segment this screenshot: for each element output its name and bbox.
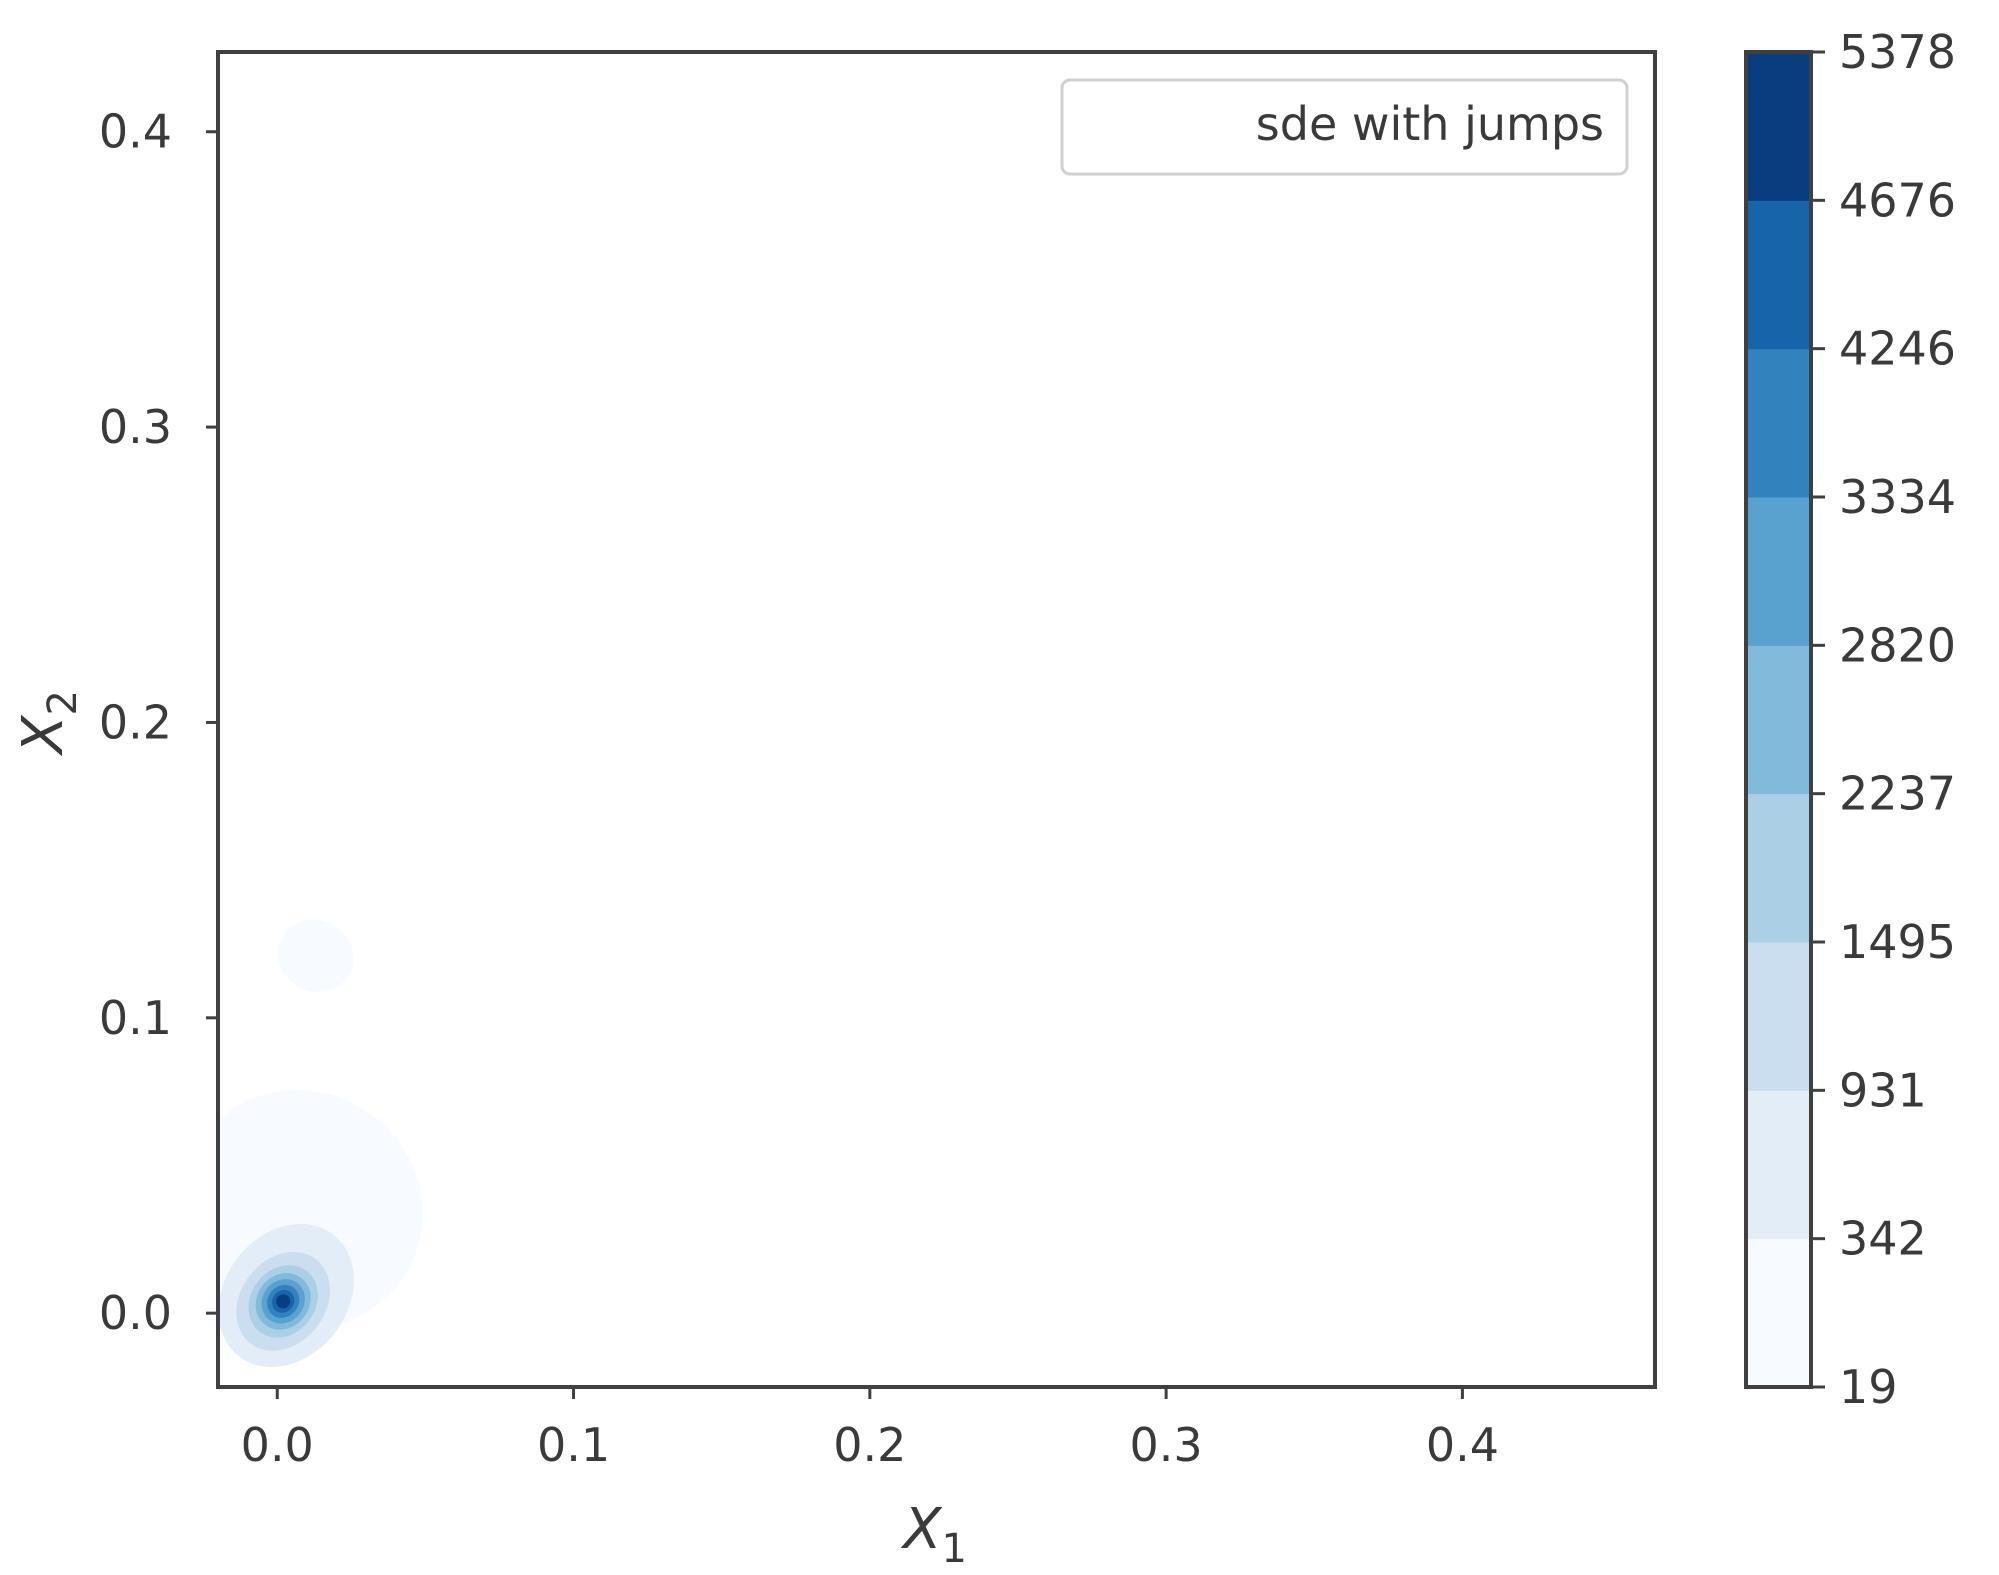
colorbar-band <box>1746 793 1811 943</box>
density-contour-region <box>276 1294 291 1309</box>
colorbar-band <box>1746 942 1811 1091</box>
x-tick-label: 0.2 <box>833 1418 906 1472</box>
colorbar: 19 342 931 1495 2237 2820 3334 4246 4676 5378 <box>1744 25 1956 1414</box>
colorbar-band <box>1746 1090 1811 1240</box>
colorbar-tick-label: 342 <box>1839 1212 1927 1266</box>
colorbar-band <box>1746 497 1811 646</box>
y-tick-label: 0.2 <box>99 695 172 749</box>
colorbar-band <box>1746 645 1811 795</box>
colorbar-tick-label: 2237 <box>1839 767 1956 821</box>
colorbar-frame <box>1744 50 1813 1389</box>
legend-entry-label: sde with jumps <box>1256 97 1604 151</box>
y-tick-label: 0.3 <box>99 400 172 454</box>
colorbar-bands <box>1746 52 1811 1388</box>
x-axis-label-subscript: 1 <box>941 1526 966 1572</box>
colorbar-tick-label: 5378 <box>1839 25 1956 79</box>
x-tick-label: 0.4 <box>1426 1418 1499 1472</box>
colorbar-tick-label: 4676 <box>1839 173 1956 227</box>
colorbar-tick-label: 19 <box>1839 1360 1898 1414</box>
legend-box <box>1060 78 1629 176</box>
density-layer <box>218 919 423 1367</box>
y-tick-label: 0.0 <box>99 1286 172 1340</box>
x-axis-label: X1 <box>900 1497 967 1572</box>
colorbar-ticks: 19 342 931 1495 2237 2820 3334 4246 4676 5378 <box>1811 25 1956 1414</box>
legend: sde with jumps <box>1060 78 1629 176</box>
colorbar-band <box>1746 1238 1811 1388</box>
colorbar-tick-label: 3334 <box>1839 470 1956 524</box>
x-axis-ticks: 0.0 0.1 0.2 0.3 0.4 <box>241 1387 1499 1472</box>
colorbar-tick-label: 4246 <box>1839 322 1956 376</box>
y-tick-label: 0.1 <box>99 991 172 1045</box>
x-tick-label: 0.0 <box>241 1418 314 1472</box>
colorbar-band <box>1746 348 1811 498</box>
y-axis-label-subscript: 2 <box>40 690 86 715</box>
colorbar-band <box>1746 200 1811 350</box>
x-tick-label: 0.1 <box>537 1418 610 1472</box>
x-axis-label-main: X <box>900 1497 943 1562</box>
y-tick-label: 0.4 <box>99 105 172 159</box>
colorbar-band <box>1746 52 1811 201</box>
y-axis-label-main: X <box>11 714 76 757</box>
y-axis-ticks: 0.0 0.1 0.2 0.3 0.4 <box>99 105 218 1340</box>
y-axis-label: X2 <box>11 690 86 757</box>
x-tick-label: 0.3 <box>1130 1418 1203 1472</box>
colorbar-tick-label: 2820 <box>1839 618 1956 672</box>
plot-frame <box>216 50 1657 1389</box>
plot-area <box>216 50 1657 1389</box>
plot-background <box>218 52 1655 1387</box>
colorbar-tick-label: 931 <box>1839 1063 1927 1117</box>
density-contour-region <box>277 919 354 992</box>
colorbar-tick-label: 1495 <box>1839 915 1956 969</box>
